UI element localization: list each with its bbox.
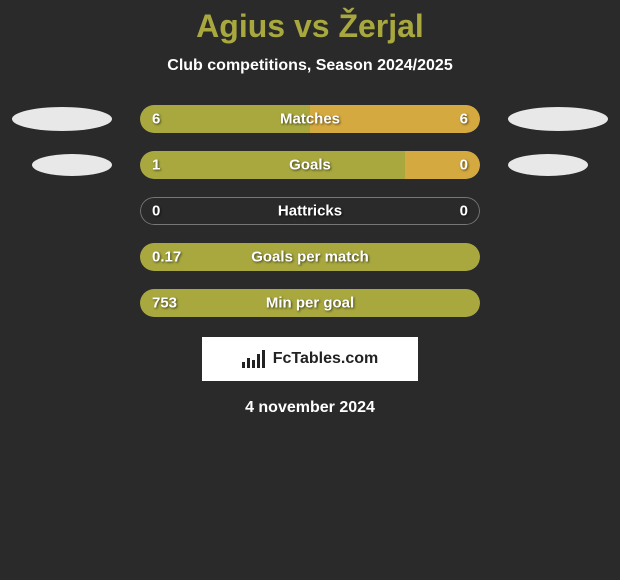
stat-value-player1: 1 [152,157,160,174]
generated-date: 4 november 2024 [0,399,620,417]
chart-icon [242,350,267,368]
stat-row: 0.17 Goals per match [0,243,620,271]
stat-metric-label: Goals [289,157,331,174]
stat-bar: 0 Hattricks 0 [140,197,480,225]
bar-fill-player1 [140,151,405,179]
stat-metric-label: Goals per match [251,249,369,266]
stat-metric-label: Matches [280,111,340,128]
brand-badge: FcTables.com [202,337,418,381]
player1-badge [32,154,112,176]
stats-rows: 6 Matches 6 1 Goals 0 0 Hattricks 0 0.17 Goals per… [0,105,620,317]
stat-value-player2: 0 [460,203,468,220]
stat-bar: 6 Matches 6 [140,105,480,133]
stat-bar: 0.17 Goals per match [140,243,480,271]
stat-row: 0 Hattricks 0 [0,197,620,225]
stat-bar: 1 Goals 0 [140,151,480,179]
subtitle: Club competitions, Season 2024/2025 [0,57,620,75]
stat-bar: 753 Min per goal [140,289,480,317]
brand-text: FcTables.com [273,350,379,368]
player1-badge [12,107,112,131]
stat-row: 1 Goals 0 [0,151,620,179]
stat-row: 6 Matches 6 [0,105,620,133]
stat-value-player2: 6 [460,111,468,128]
stat-value-player2: 0 [460,157,468,174]
stat-metric-label: Min per goal [266,295,354,312]
stat-value-player1: 0.17 [152,249,181,266]
stat-value-player1: 753 [152,295,177,312]
stat-metric-label: Hattricks [278,203,342,220]
comparison-infographic: Agius vs Žerjal Club competitions, Seaso… [0,0,620,417]
stat-value-player1: 6 [152,111,160,128]
player2-badge [508,107,608,131]
stat-row: 753 Min per goal [0,289,620,317]
stat-value-player1: 0 [152,203,160,220]
player2-badge [508,154,588,176]
bar-fill-player2 [405,151,480,179]
page-title: Agius vs Žerjal [0,8,620,45]
